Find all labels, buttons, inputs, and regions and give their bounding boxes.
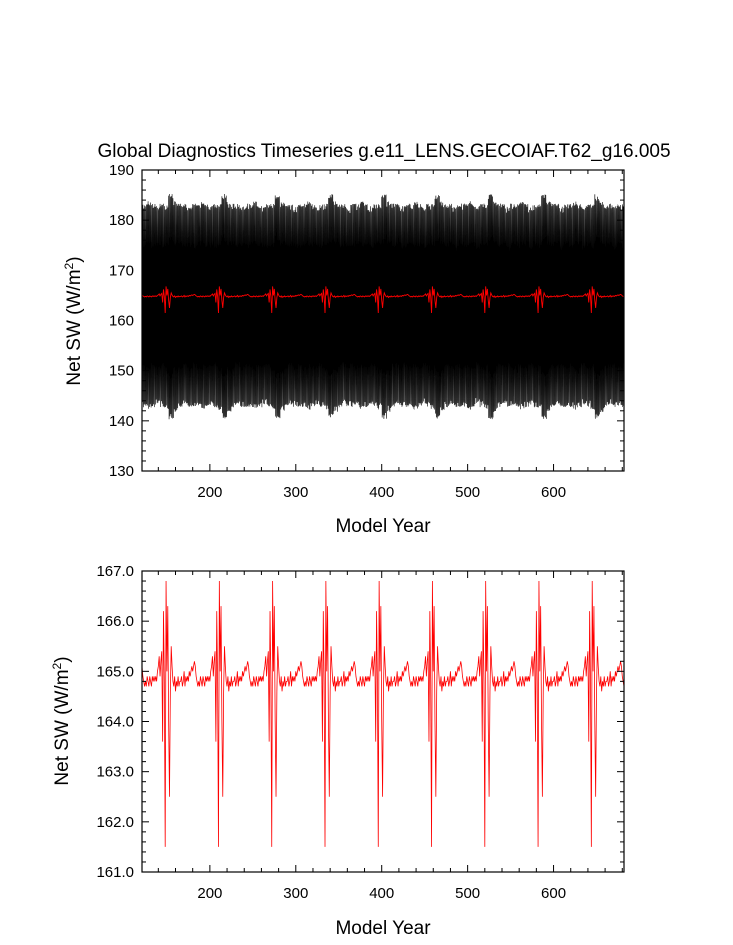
- y-tick-label: 167.0: [96, 563, 134, 580]
- y-tick-label: 150: [109, 363, 134, 380]
- x-tick-label: 300: [283, 484, 308, 501]
- top-x-axis-label: Model Year: [335, 516, 431, 537]
- top-axis-ticks: 200 300 400 500 600 130 140 150 160 170 180 190: [109, 162, 624, 501]
- bottom-y-axis-label: Net SW (W/m2): [50, 656, 73, 785]
- annual-series-line: [142, 581, 624, 847]
- bottom-series-group: [142, 581, 624, 847]
- chart-title: Global Diagnostics Timeseries g.e11_LENS…: [97, 141, 670, 162]
- x-tick-label: 600: [541, 885, 566, 902]
- x-tick-label: 200: [197, 885, 222, 902]
- y-tick-label: 170: [109, 262, 134, 279]
- monthly-series-line: [142, 194, 624, 420]
- y-tick-label: 165.0: [96, 663, 134, 680]
- annual-series-line: [142, 286, 624, 314]
- y-tick-label: 163.0: [96, 764, 134, 781]
- bottom-plot-area: 200 300 400 500 600 161.0 162.0 163.0 164.0 165.0…: [96, 563, 625, 902]
- y-tick-label: 161.0: [96, 864, 134, 881]
- y-tick-label: 160: [109, 313, 134, 330]
- y-tick-label: 130: [109, 463, 134, 480]
- y-tick-label: 166.0: [96, 613, 134, 630]
- x-tick-label: 300: [283, 885, 308, 902]
- x-tick-label: 500: [455, 885, 480, 902]
- x-tick-label: 600: [541, 484, 566, 501]
- bottom-x-axis-label: Model Year: [335, 918, 431, 939]
- x-tick-label: 500: [455, 484, 480, 501]
- y-tick-label: 140: [109, 413, 134, 430]
- y-tick-label: 190: [109, 162, 134, 179]
- x-tick-label: 400: [369, 484, 394, 501]
- bottom-chart-panel: 200 300 400 500 600 161.0 162.0 163.0 164.0 165.0…: [50, 563, 625, 939]
- top-y-axis-label: Net SW (W/m2): [62, 256, 85, 385]
- top-chart-panel: Global Diagnostics Timeseries g.e11_LENS…: [62, 141, 671, 537]
- bottom-axis-ticks: 200 300 400 500 600 161.0 162.0 163.0 164.0 165.0…: [96, 563, 624, 902]
- y-tick-label: 180: [109, 212, 134, 229]
- x-tick-label: 200: [197, 484, 222, 501]
- y-tick-label: 164.0: [96, 714, 134, 731]
- x-tick-label: 400: [369, 885, 394, 902]
- y-tick-label: 162.0: [96, 814, 134, 831]
- top-series-group: [142, 194, 624, 420]
- top-plot-area: 200 300 400 500 600 130 140 150 160 170 180 190: [109, 162, 625, 501]
